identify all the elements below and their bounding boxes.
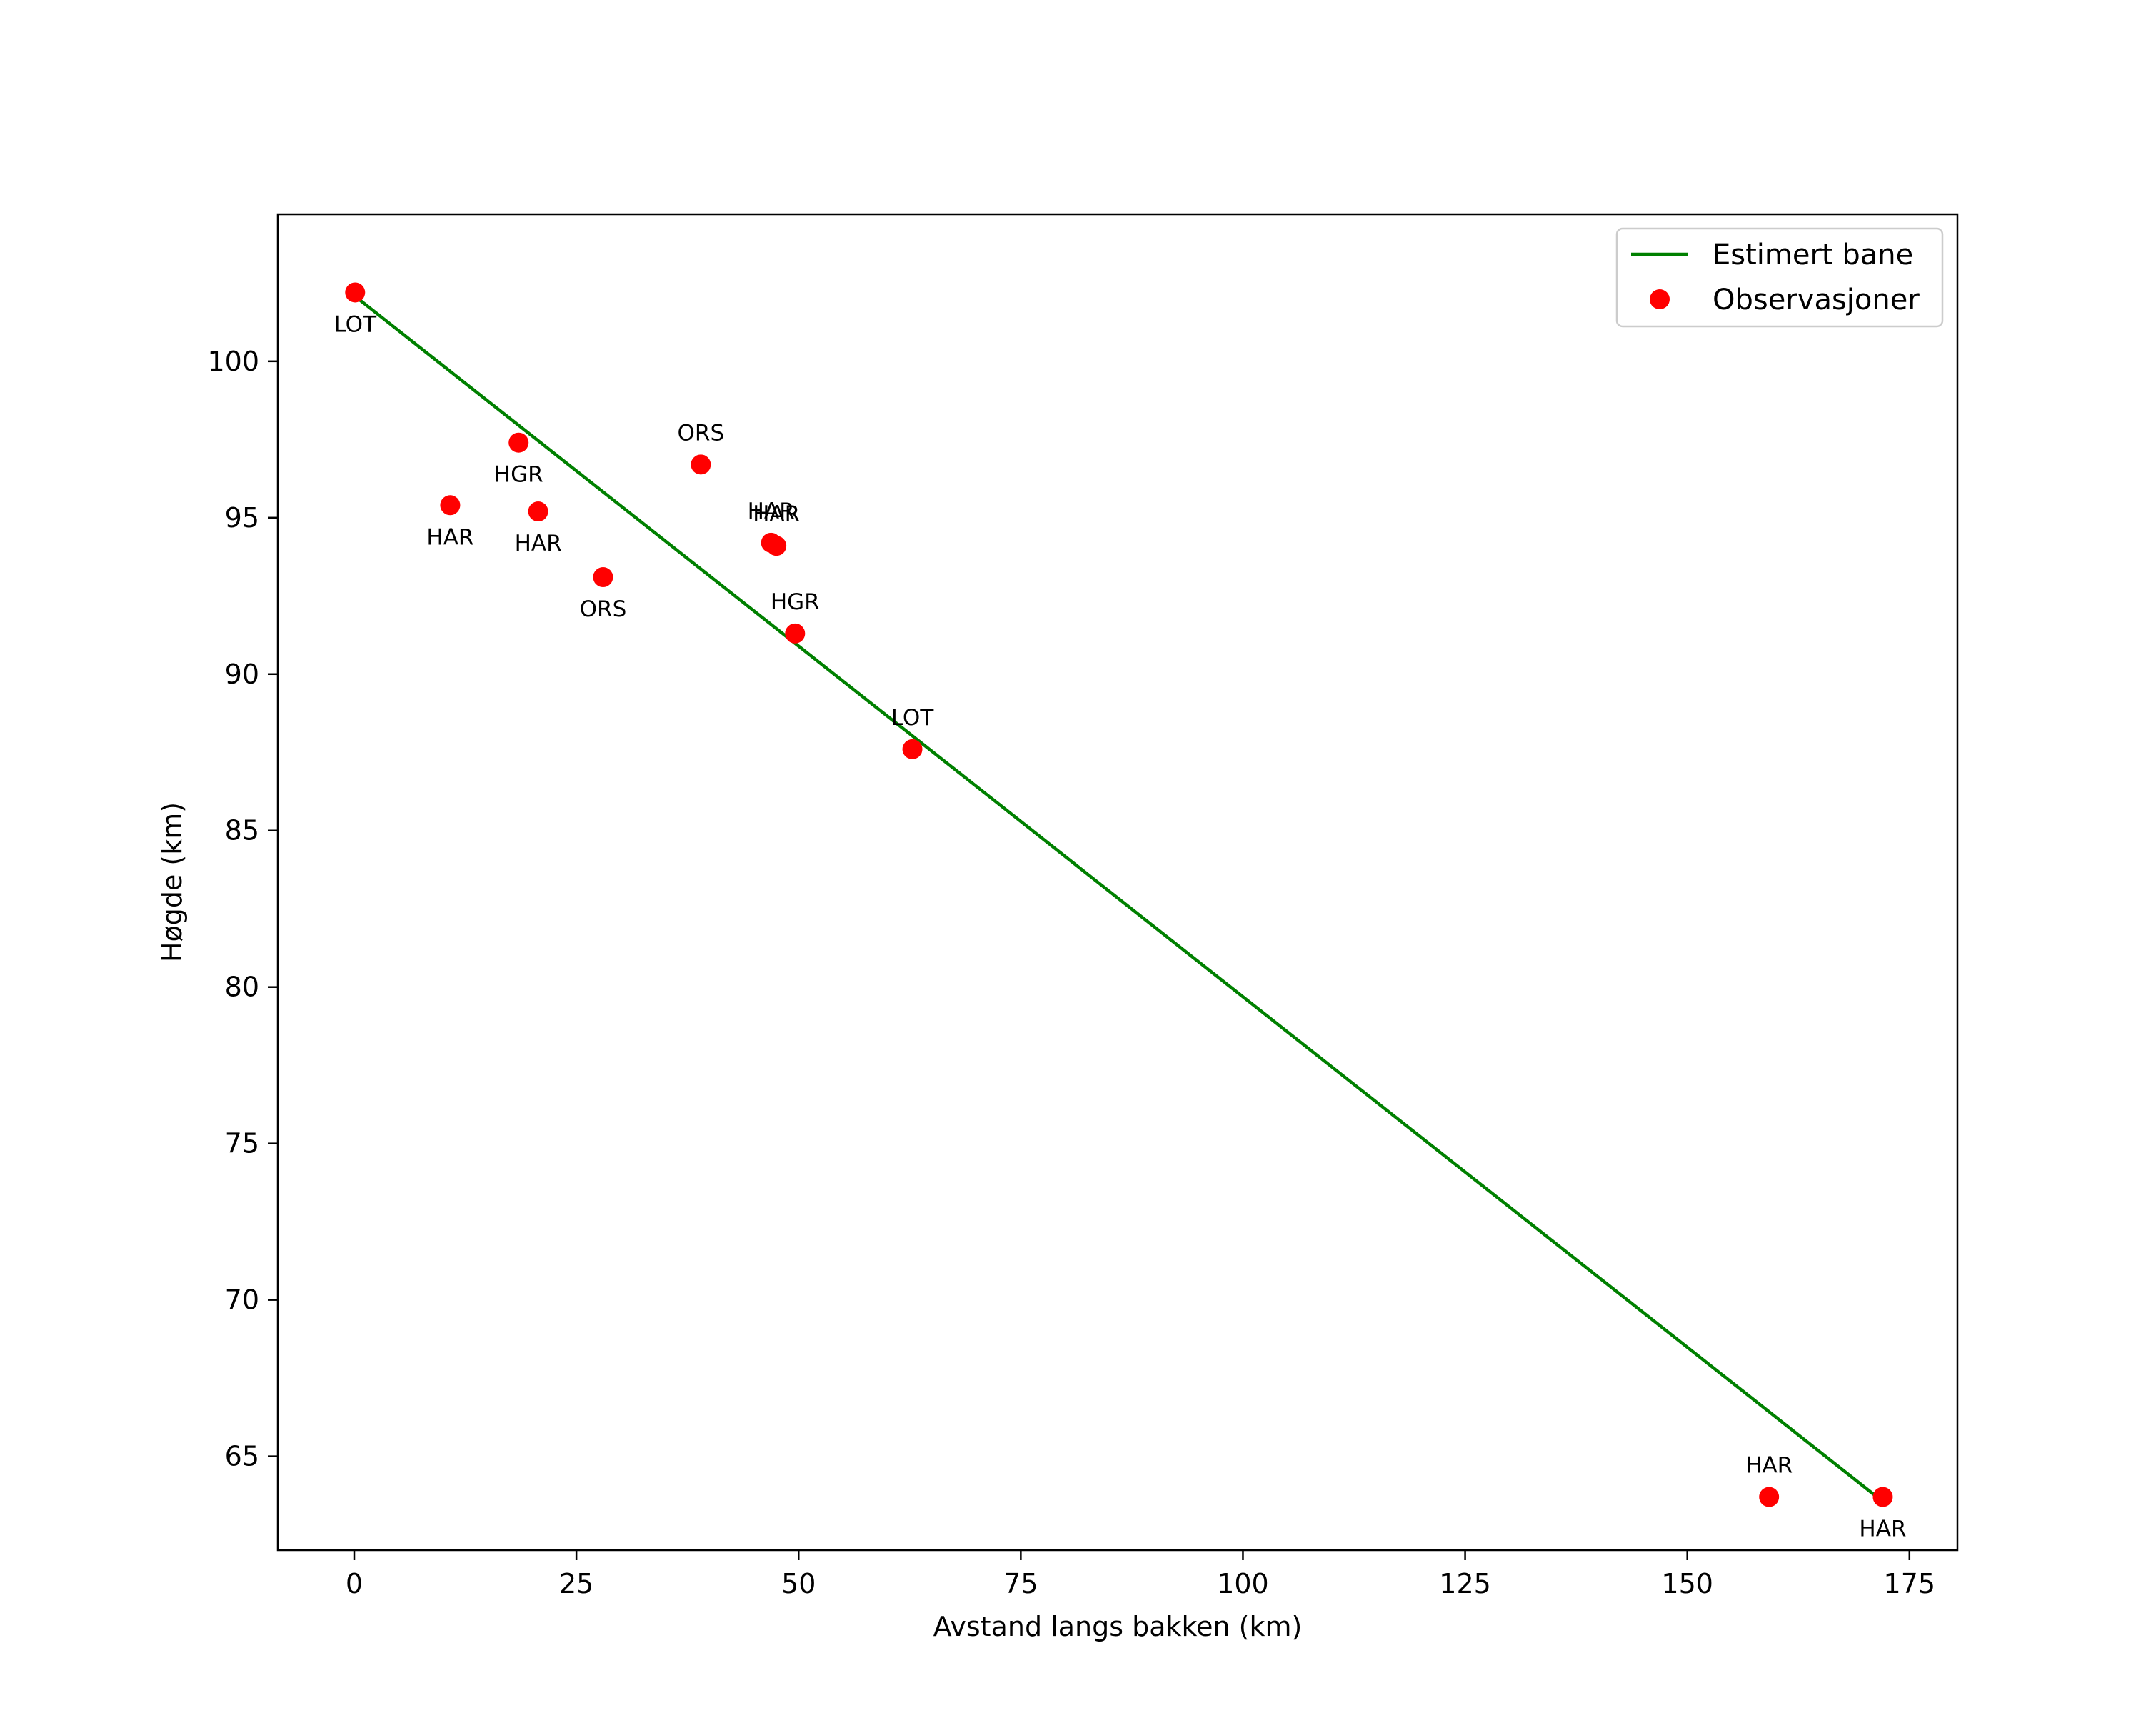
observation-point: [440, 495, 461, 516]
observation-point: [1872, 1487, 1893, 1507]
legend-box: [1615, 227, 1944, 328]
y-axis: 65 70 75 80 85 90 95 100: [207, 346, 278, 1472]
plot-frame: [276, 213, 1959, 1552]
observation-station-label: HAR: [1859, 1517, 1906, 1542]
observation-point: [528, 501, 548, 522]
observation-point: [593, 567, 613, 588]
x-tick-label: 50: [781, 1568, 816, 1599]
legend-marker-swatch: [1650, 289, 1670, 309]
observation-station-label: HGR: [771, 589, 820, 615]
x-tick-label: 100: [1217, 1568, 1269, 1599]
x-tick-label: 75: [1003, 1568, 1038, 1599]
observation-station-label: LOT: [891, 705, 935, 731]
x-tick-label: 0: [346, 1568, 363, 1599]
y-tick-label: 95: [225, 502, 259, 534]
observation-station-label: HGR: [494, 462, 543, 488]
observation-station-label: HAR: [515, 531, 562, 556]
observation-station-label: HAR: [426, 524, 473, 550]
observation-point: [766, 536, 787, 556]
y-tick-label: 75: [225, 1128, 259, 1159]
observation-point: [902, 739, 923, 759]
y-tick-label: 90: [225, 659, 259, 690]
y-tick-label: 80: [225, 972, 259, 1003]
y-tick-label: 85: [225, 815, 259, 846]
legend-label-estimated-path: Estimert bane: [1713, 239, 1913, 271]
observation-station-label: ORS: [580, 596, 627, 622]
observation-station-label: HAR: [1745, 1453, 1793, 1479]
observation-point: [1759, 1487, 1780, 1507]
x-tick-label: 175: [1884, 1568, 1936, 1599]
observation-station-label: ORS: [678, 420, 725, 446]
legend: Estimert bane Observasjoner: [1615, 227, 1944, 328]
y-tick-label: 65: [225, 1441, 259, 1472]
x-axis: 0 25 50 75 100 125 150 175: [346, 1550, 1935, 1599]
legend-label-observations: Observasjoner: [1713, 284, 1920, 316]
observation-station-label: HAR: [753, 501, 800, 527]
observation-station-label: LOT: [334, 311, 378, 337]
x-axis-label: Avstand langs bakken (km): [933, 1611, 1303, 1642]
observation-station-label: HAR: [748, 499, 795, 524]
y-tick-label: 70: [225, 1284, 259, 1316]
y-tick-label: 100: [207, 346, 259, 377]
observation-point: [345, 282, 366, 303]
x-tick-label: 125: [1439, 1568, 1491, 1599]
y-axis-label: Høgde (km): [156, 802, 188, 962]
x-tick-label: 150: [1661, 1568, 1713, 1599]
estimated-path-line: [353, 294, 1882, 1502]
observation-point: [508, 432, 529, 453]
x-tick-label: 25: [559, 1568, 593, 1599]
observation-point: [785, 623, 806, 644]
observation-point: [691, 454, 711, 475]
